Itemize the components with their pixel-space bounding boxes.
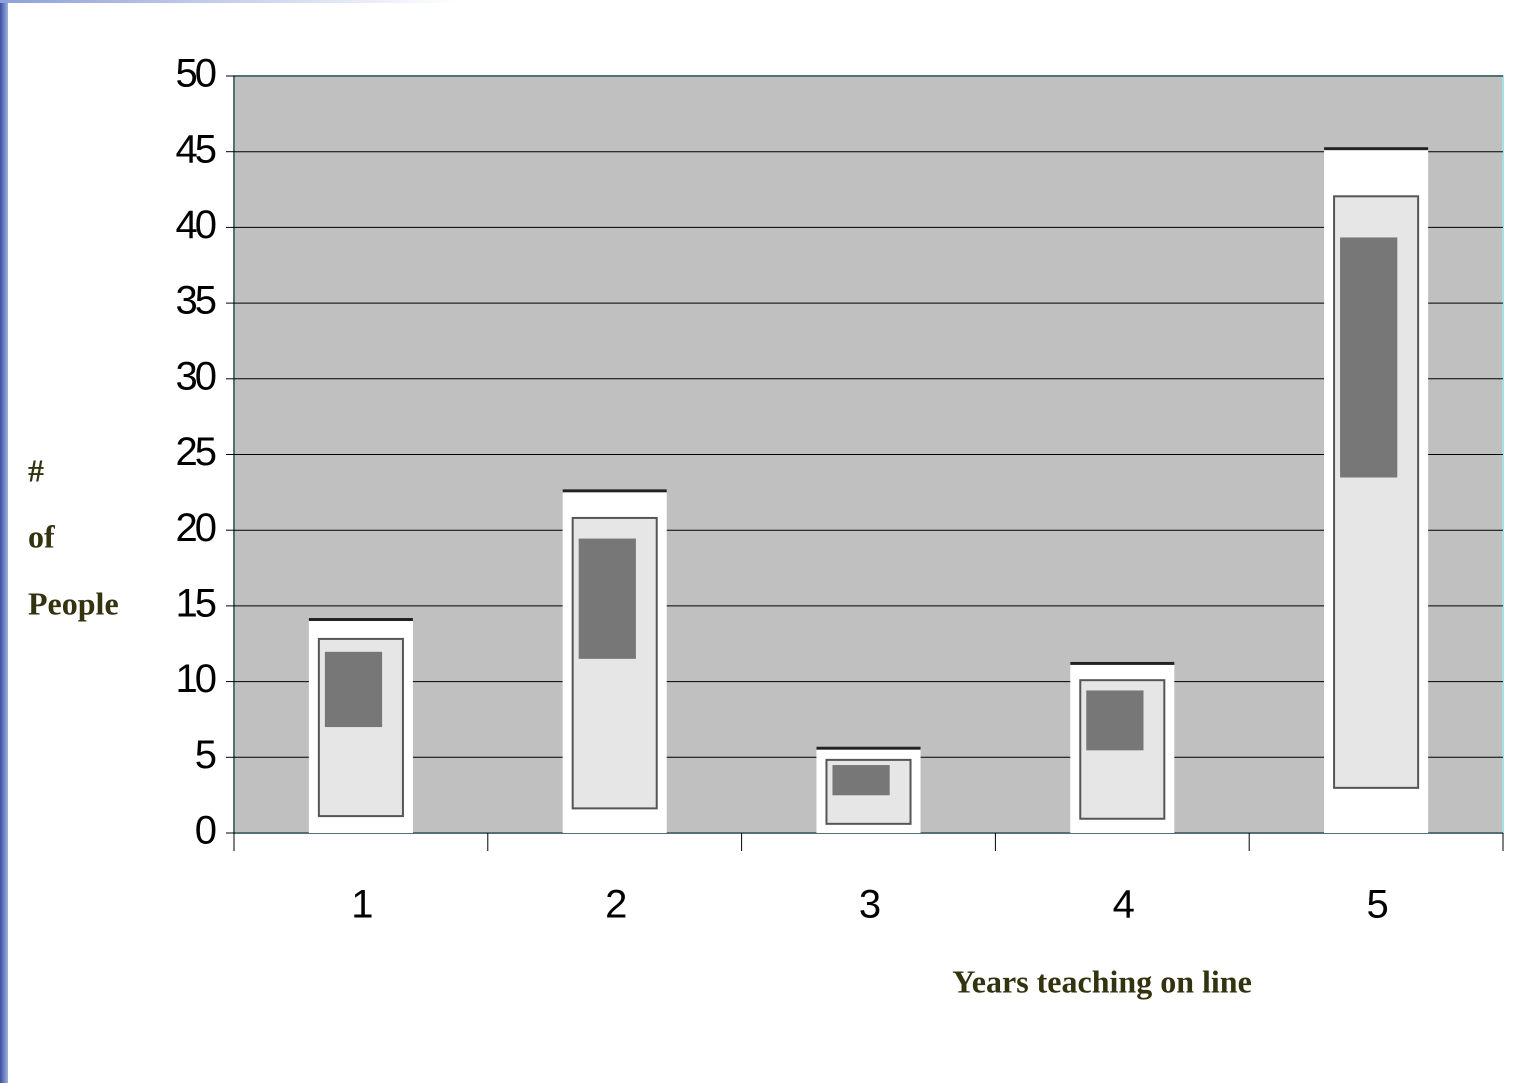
x-tick-label: 1 (351, 883, 372, 927)
y-tick-label: 0 (195, 809, 216, 853)
y-tick-label: 10 (176, 657, 216, 701)
y-tick-label: 20 (176, 506, 216, 550)
y-tick-label: 50 (176, 52, 216, 96)
x-tick-label: 2 (605, 883, 626, 927)
y-tick-label: 15 (176, 581, 216, 625)
y-tick-label: 40 (176, 203, 216, 247)
x-axis-label: Years teaching on line (952, 963, 1252, 999)
bar-top-edge (1324, 147, 1429, 151)
bar-picture-screen (1086, 690, 1144, 751)
bar-top-edge (816, 746, 921, 750)
x-tick-label: 4 (1113, 883, 1135, 927)
bar-picture-screen (832, 765, 890, 796)
x-tick-label: 5 (1366, 883, 1387, 927)
bar-top-edge (308, 618, 413, 622)
y-axis-label: # (28, 452, 44, 488)
y-tick-label: 35 (176, 279, 216, 323)
y-tick-label: 5 (195, 733, 216, 777)
x-tick-label: 3 (859, 883, 880, 927)
side-strip (0, 0, 8, 1083)
bar-picture-screen (1340, 237, 1398, 478)
bar-picture-screen (324, 651, 383, 728)
bar-picture-screen (578, 538, 636, 659)
y-tick-label: 45 (176, 127, 216, 171)
y-axis-label: People (28, 585, 119, 621)
top-strip (0, 0, 1521, 3)
y-tick-label: 30 (176, 354, 216, 398)
y-tick-label: 25 (176, 430, 216, 474)
y-axis-label: of (28, 518, 55, 554)
bar-top-edge (562, 489, 667, 493)
bar-top-edge (1070, 661, 1175, 665)
